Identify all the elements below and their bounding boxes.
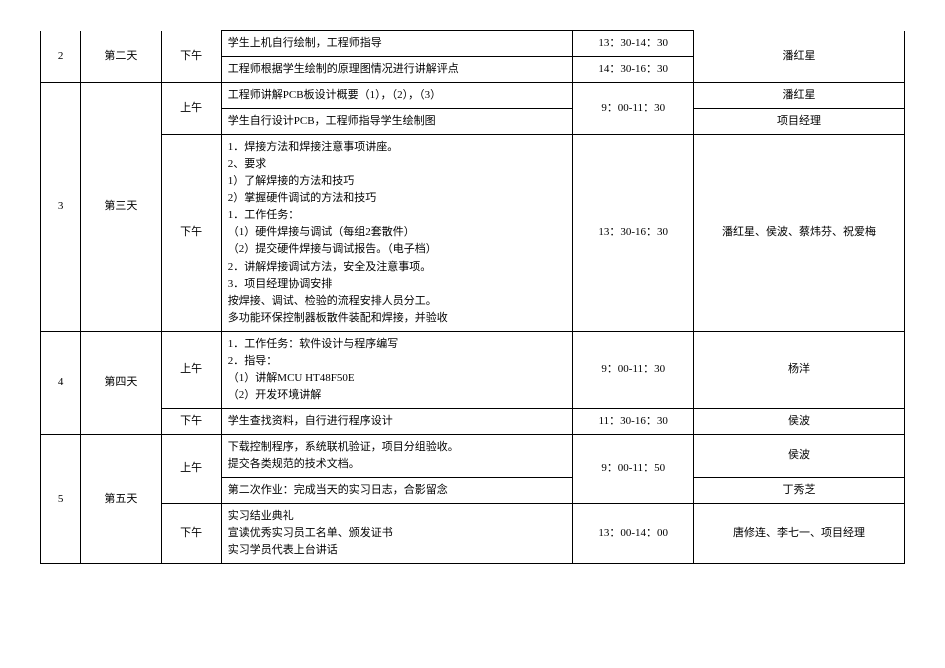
cell-person: 潘红星 [693, 31, 904, 83]
cell-day: 第四天 [81, 331, 161, 434]
cell-time: 9：00-11：50 [573, 434, 694, 503]
cell-session: 下午 [161, 408, 221, 434]
cell-person: 侯波 [693, 408, 904, 434]
cell-person: 杨洋 [693, 331, 904, 408]
cell-num: 3 [41, 83, 81, 332]
cell-person: 潘红星 [693, 83, 904, 109]
cell-day: 第二天 [81, 31, 161, 83]
cell-content: 学生查找资料，自行进行程序设计 [221, 408, 573, 434]
cell-session: 下午 [161, 135, 221, 332]
cell-day: 第五天 [81, 434, 161, 563]
cell-time: 11：30-16：30 [573, 408, 694, 434]
cell-session: 下午 [161, 504, 221, 564]
table-row: 3第三天上午工程师讲解PCB板设计概要（1），（2），（3）9：00-11：30… [41, 83, 905, 109]
cell-content: 实习结业典礼 宣读优秀实习员工名单、颁发证书 实习学员代表上台讲话 [221, 504, 573, 564]
cell-num: 2 [41, 31, 81, 83]
cell-content: 第二次作业：完成当天的实习日志，合影留念 [221, 478, 573, 504]
cell-content: 1．工作任务：软件设计与程序编写 2．指导： （1）讲解MCU HT48F50E… [221, 331, 573, 408]
cell-person: 丁秀芝 [693, 478, 904, 504]
cell-person: 侯波 [693, 434, 904, 477]
cell-content: 学生自行设计PCB，工程师指导学生绘制图 [221, 109, 573, 135]
cell-time: 14：30-16：30 [573, 57, 694, 83]
table-row: 下午1．焊接方法和焊接注意事项讲座。 2、要求 1）了解焊接的方法和技巧 2）掌… [41, 135, 905, 332]
cell-time: 13：30-14：30 [573, 31, 694, 57]
table-row: 下午实习结业典礼 宣读优秀实习员工名单、颁发证书 实习学员代表上台讲话13：00… [41, 504, 905, 564]
cell-person: 项目经理 [693, 109, 904, 135]
cell-session: 上午 [161, 83, 221, 135]
cell-num: 5 [41, 434, 81, 563]
cell-session: 上午 [161, 434, 221, 503]
cell-num: 4 [41, 331, 81, 434]
cell-person: 潘红星、侯波、蔡炜芬、祝爱梅 [693, 135, 904, 332]
schedule-table: 2第二天下午学生上机自行绘制，工程师指导13：30-14：30潘红星工程师根据学… [40, 30, 905, 564]
cell-content: 工程师讲解PCB板设计概要（1），（2），（3） [221, 83, 573, 109]
cell-time: 9：00-11：30 [573, 331, 694, 408]
cell-time: 9：00-11：30 [573, 83, 694, 135]
table-row: 下午学生查找资料，自行进行程序设计11：30-16：30侯波 [41, 408, 905, 434]
cell-session: 下午 [161, 31, 221, 83]
cell-content: 下载控制程序，系统联机验证，项目分组验收。 提交各类规范的技术文档。 [221, 434, 573, 477]
cell-content: 1．焊接方法和焊接注意事项讲座。 2、要求 1）了解焊接的方法和技巧 2）掌握硬… [221, 135, 573, 332]
table-row: 5第五天上午下载控制程序，系统联机验证，项目分组验收。 提交各类规范的技术文档。… [41, 434, 905, 477]
cell-session: 上午 [161, 331, 221, 408]
cell-content: 学生上机自行绘制，工程师指导 [221, 31, 573, 57]
table-row: 2第二天下午学生上机自行绘制，工程师指导13：30-14：30潘红星 [41, 31, 905, 57]
cell-day: 第三天 [81, 83, 161, 332]
cell-time: 13：30-16：30 [573, 135, 694, 332]
cell-person: 唐修连、李七一、项目经理 [693, 504, 904, 564]
cell-content: 工程师根据学生绘制的原理图情况进行讲解评点 [221, 57, 573, 83]
cell-time: 13：00-14：00 [573, 504, 694, 564]
table-row: 4第四天上午1．工作任务：软件设计与程序编写 2．指导： （1）讲解MCU HT… [41, 331, 905, 408]
